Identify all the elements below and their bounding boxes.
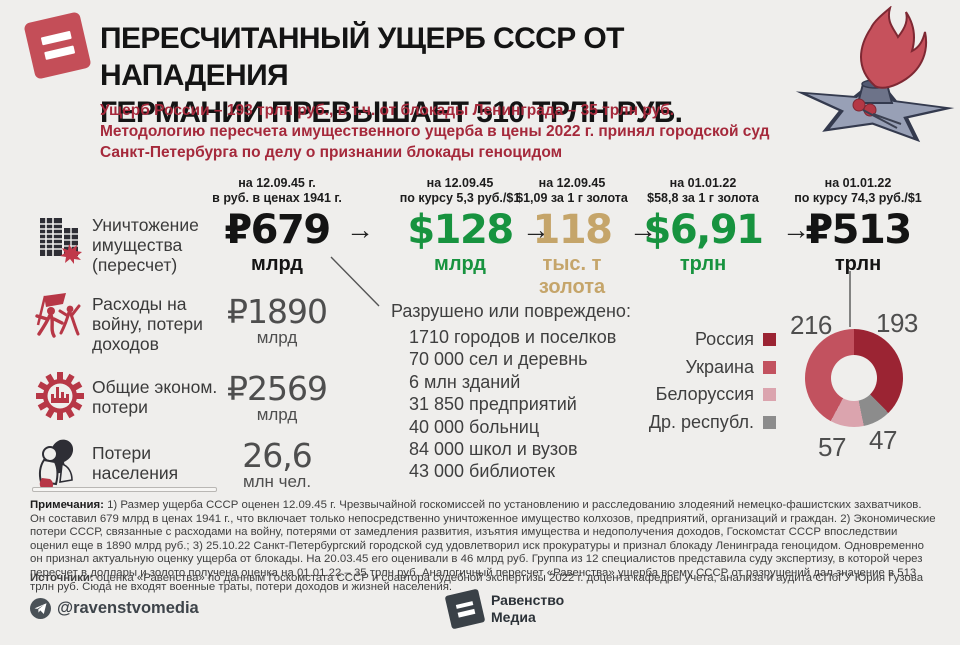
value-rub-1941: ₽679 млрд xyxy=(197,208,357,276)
arrow-right-icon: → xyxy=(782,214,810,245)
brand-name: Равенство Медиа xyxy=(491,592,565,625)
amount-unit: млрд xyxy=(256,405,298,424)
legend-row: Россия xyxy=(618,326,776,354)
category-label-population: Потери населения xyxy=(92,443,179,483)
value-usd-1945: $128 млрд xyxy=(380,208,540,276)
column-header-1941: на 12.09.45 г. в руб. в ценах 1941 г. xyxy=(212,176,342,205)
ravenstvo-media-logo-icon xyxy=(444,588,486,630)
destroyed-item: 70 000 сел и деревнь xyxy=(409,349,588,370)
amount: $128 xyxy=(407,207,514,253)
destroyed-item: 31 850 предприятий xyxy=(409,394,577,415)
category-value-population: 26,6 млн чел. xyxy=(212,438,342,491)
notes: Примечания: 1) Размер ущерба СССР оценен… xyxy=(30,499,938,594)
eternal-flame-star-icon xyxy=(795,6,955,143)
donut-value-russia: 193 xyxy=(876,308,918,338)
legend-label: Россия xyxy=(694,329,754,350)
equals-bar xyxy=(455,600,473,609)
category-label-economy: Общие эконом. потери xyxy=(92,377,218,417)
page-title: ПЕРЕСЧИТАННЫЙ УЩЕРБ СССР ОТ НАПАДЕНИЯ ГЕ… xyxy=(100,22,683,129)
sources-text: оценка «Равенства» по данным Госкомстата… xyxy=(96,572,924,584)
amount: ₽2569 xyxy=(227,369,328,408)
legend-swatch xyxy=(763,388,776,402)
amount-unit: млн чел. xyxy=(242,472,312,491)
category-label-war: Расходы на войну, потери доходов xyxy=(92,294,203,354)
amount: 26,6 xyxy=(242,436,312,475)
amount: $6,91 xyxy=(643,207,764,253)
legend-swatch xyxy=(763,415,776,429)
destroyed-list-title: Разрушено или повреждено: xyxy=(391,301,631,321)
column-header-gold-1945: на 12.09.45 $1,09 за 1 г золота xyxy=(516,176,628,205)
value-gold: 118 тыс. т золота xyxy=(492,208,652,299)
telegram-icon[interactable] xyxy=(30,598,51,619)
arrow-right-icon: → xyxy=(346,214,374,245)
equals-bar xyxy=(43,45,75,61)
divider xyxy=(32,487,217,492)
destroyed-item: 1710 городов и поселков xyxy=(409,327,617,347)
amount-unit: трлн xyxy=(679,253,727,275)
amount: 118 xyxy=(532,207,614,253)
economy-gear-icon xyxy=(36,372,84,420)
legend-swatch xyxy=(763,360,776,374)
legend-row: Украина xyxy=(618,354,776,382)
page-subtitle: Ущерб России – 193 трлн руб., в т.ч. от … xyxy=(100,102,770,161)
war-expenses-icon xyxy=(35,293,81,338)
category-label-property: Уничтожение имущества (пересчет) xyxy=(92,215,199,275)
amount-unit: млрд xyxy=(434,253,486,275)
sources: Источники: оценка «Равенства» по данным … xyxy=(30,572,938,586)
arrow-right-icon: → xyxy=(522,214,550,245)
telegram-handle[interactable]: @ravenstvomedia xyxy=(57,599,199,617)
legend-row: Белоруссия xyxy=(618,381,776,409)
donut-hole xyxy=(831,355,877,401)
destroyed-item: 84 000 школ и вузов xyxy=(409,439,578,460)
destroyed-list: 1710 городов и поселков 70 000 сел и дер… xyxy=(409,326,616,483)
donut-legend: Россия Украина Белоруссия Др. республ. xyxy=(618,326,776,436)
amount-unit: млрд xyxy=(251,253,303,275)
legend-swatch xyxy=(763,333,776,347)
donut-chart xyxy=(805,329,903,427)
destroyed-item: 40 000 больниц xyxy=(409,416,540,437)
category-value-war: ₽1890 млрд xyxy=(212,294,342,347)
equals-bar xyxy=(40,30,72,46)
notes-text: 1) Размер ущерба СССР оценен 12.09.45 г.… xyxy=(30,499,936,593)
legend-row: Др. республ. xyxy=(618,409,776,437)
value-usd-2022: $6,91 трлн xyxy=(623,208,783,276)
column-header-gold-2022: на 01.01.22 $58,8 за 1 г золота xyxy=(647,176,759,205)
legend-label: Украина xyxy=(685,356,754,377)
amount-unit: трлн xyxy=(834,253,882,275)
donut-value-other: 47 xyxy=(869,425,897,455)
column-header-usd-1945: на 12.09.45 по курсу 5,3 руб./$1 xyxy=(399,176,521,205)
amount-unit: млрд xyxy=(256,328,298,347)
destroyed-buildings-icon xyxy=(40,218,82,264)
amount-unit: тыс. т золота xyxy=(538,253,606,298)
amount: ₽513 xyxy=(805,207,912,253)
column-header-rub-2022: на 01.01.22 по курсу 74,3 руб./$1 xyxy=(794,176,922,205)
legend-label: Др. республ. xyxy=(648,411,754,432)
destroyed-item: 6 млн зданий xyxy=(409,371,521,392)
legend-label: Белоруссия xyxy=(655,384,754,405)
amount: ₽1890 xyxy=(227,292,328,331)
sources-label: Источники: xyxy=(30,572,94,584)
equals-bar xyxy=(457,609,475,618)
destroyed-item: 43 000 библиотек xyxy=(409,461,556,482)
donut-value-belarus: 57 xyxy=(818,432,846,462)
donut-value-ukraine: 216 xyxy=(790,310,832,340)
ravenstvo-logo-icon xyxy=(23,11,92,80)
arrow-right-icon: → xyxy=(629,214,657,245)
amount: ₽679 xyxy=(224,207,331,253)
category-value-economy: ₽2569 млрд xyxy=(212,371,342,424)
notes-label: Примечания: xyxy=(30,499,104,511)
grieving-people-icon xyxy=(39,439,74,489)
value-rub-2022: ₽513 трлн xyxy=(778,208,938,276)
